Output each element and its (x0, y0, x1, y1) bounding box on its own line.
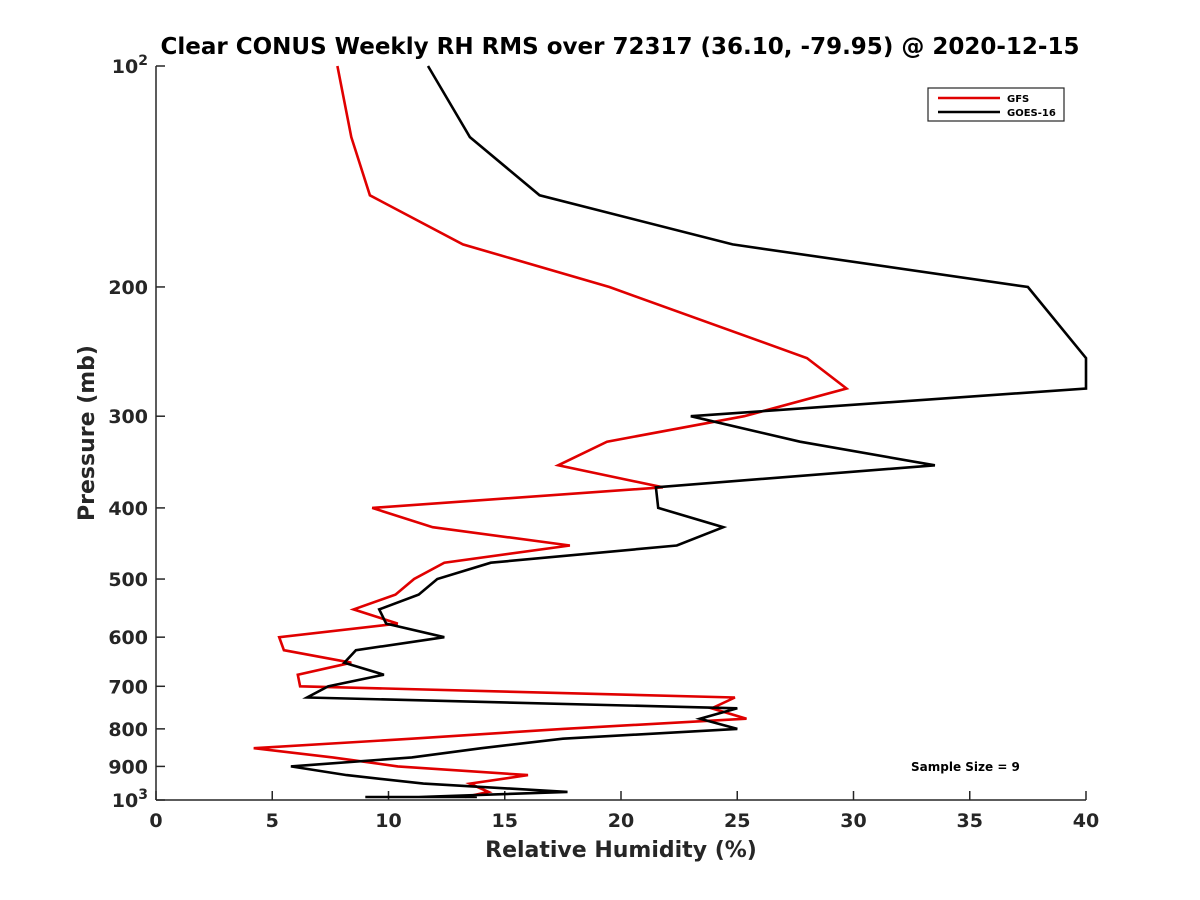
legend-label-gfs: GFS (1007, 94, 1029, 105)
x-tick-label: 30 (840, 810, 866, 832)
x-tick-label: 35 (957, 810, 983, 832)
y-tick-label: 103 (112, 787, 148, 812)
y-tick-label: 700 (108, 676, 148, 698)
legend-label-goes-16: GOES-16 (1007, 108, 1056, 119)
x-tick-label: 10 (375, 810, 401, 832)
y-tick-label: 600 (108, 627, 148, 649)
y-axis-ticks: 102 200 300 400 500 600 700 800 900 103 (108, 53, 165, 812)
y-tick-label: 102 (112, 53, 148, 78)
y-axis-label: Pressure (mb) (75, 345, 100, 521)
sample-size-annotation: Sample Size = 9 (911, 760, 1020, 774)
y-tick-label: 400 (108, 498, 148, 520)
series-line-goes-16 (290, 65, 1088, 799)
x-tick-label: 20 (608, 810, 634, 832)
chart-title: Clear CONUS Weekly RH RMS over 72317 (36… (161, 34, 1080, 60)
x-axis-label: Relative Humidity (%) (485, 838, 757, 863)
x-tick-label: 15 (492, 810, 518, 832)
x-tick-label: 0 (149, 810, 162, 832)
y-tick-label: 900 (108, 756, 148, 778)
x-tick-label: 40 (1073, 810, 1099, 832)
x-tick-label: 5 (266, 810, 279, 832)
y-tick-label: 300 (108, 406, 148, 428)
y-tick-label: 500 (108, 569, 148, 591)
legend-box (927, 87, 1065, 122)
y-tick-label: 800 (108, 719, 148, 741)
x-tick-label: 25 (724, 810, 750, 832)
series-line-gfs (253, 65, 850, 799)
series-lines (253, 65, 1088, 799)
x-axis-ticks: 0 5 10 15 20 25 30 35 40 (149, 791, 1099, 832)
y-tick-label: 200 (108, 277, 148, 299)
plot-area: 0 5 10 15 20 25 30 35 40 102 200 300 400 500 600 700 80… (108, 53, 1099, 832)
legend: GFS GOES-16 (927, 87, 1065, 122)
